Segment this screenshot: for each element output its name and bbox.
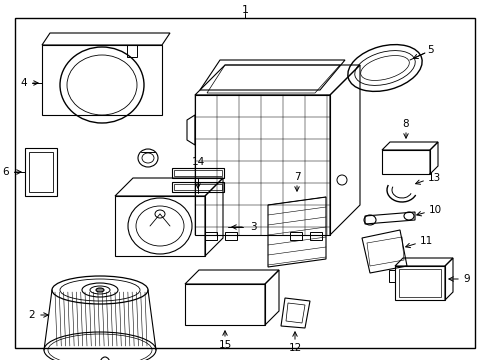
Text: 14: 14	[192, 157, 205, 167]
Bar	[172, 182, 224, 192]
Text: 7: 7	[294, 172, 300, 182]
Bar	[174, 184, 222, 190]
Text: 10: 10	[428, 205, 441, 215]
Text: 9: 9	[464, 274, 470, 284]
Bar	[225, 232, 237, 240]
Bar	[399, 269, 441, 297]
Bar	[205, 232, 217, 240]
Text: 1: 1	[242, 5, 248, 15]
Text: 8: 8	[403, 119, 409, 129]
Bar	[25, 148, 57, 196]
Text: 11: 11	[419, 236, 433, 246]
Bar	[172, 168, 224, 178]
Bar	[290, 232, 302, 240]
Text: 5: 5	[428, 45, 434, 55]
Ellipse shape	[96, 288, 104, 292]
Bar	[310, 232, 322, 240]
Text: 2: 2	[29, 310, 35, 320]
Bar	[174, 170, 222, 176]
Text: 3: 3	[250, 222, 256, 232]
Text: 12: 12	[289, 343, 302, 353]
Text: 4: 4	[21, 78, 27, 88]
Text: 15: 15	[219, 340, 232, 350]
Text: 6: 6	[2, 167, 9, 177]
Text: 13: 13	[427, 173, 441, 183]
Bar	[29, 152, 53, 192]
